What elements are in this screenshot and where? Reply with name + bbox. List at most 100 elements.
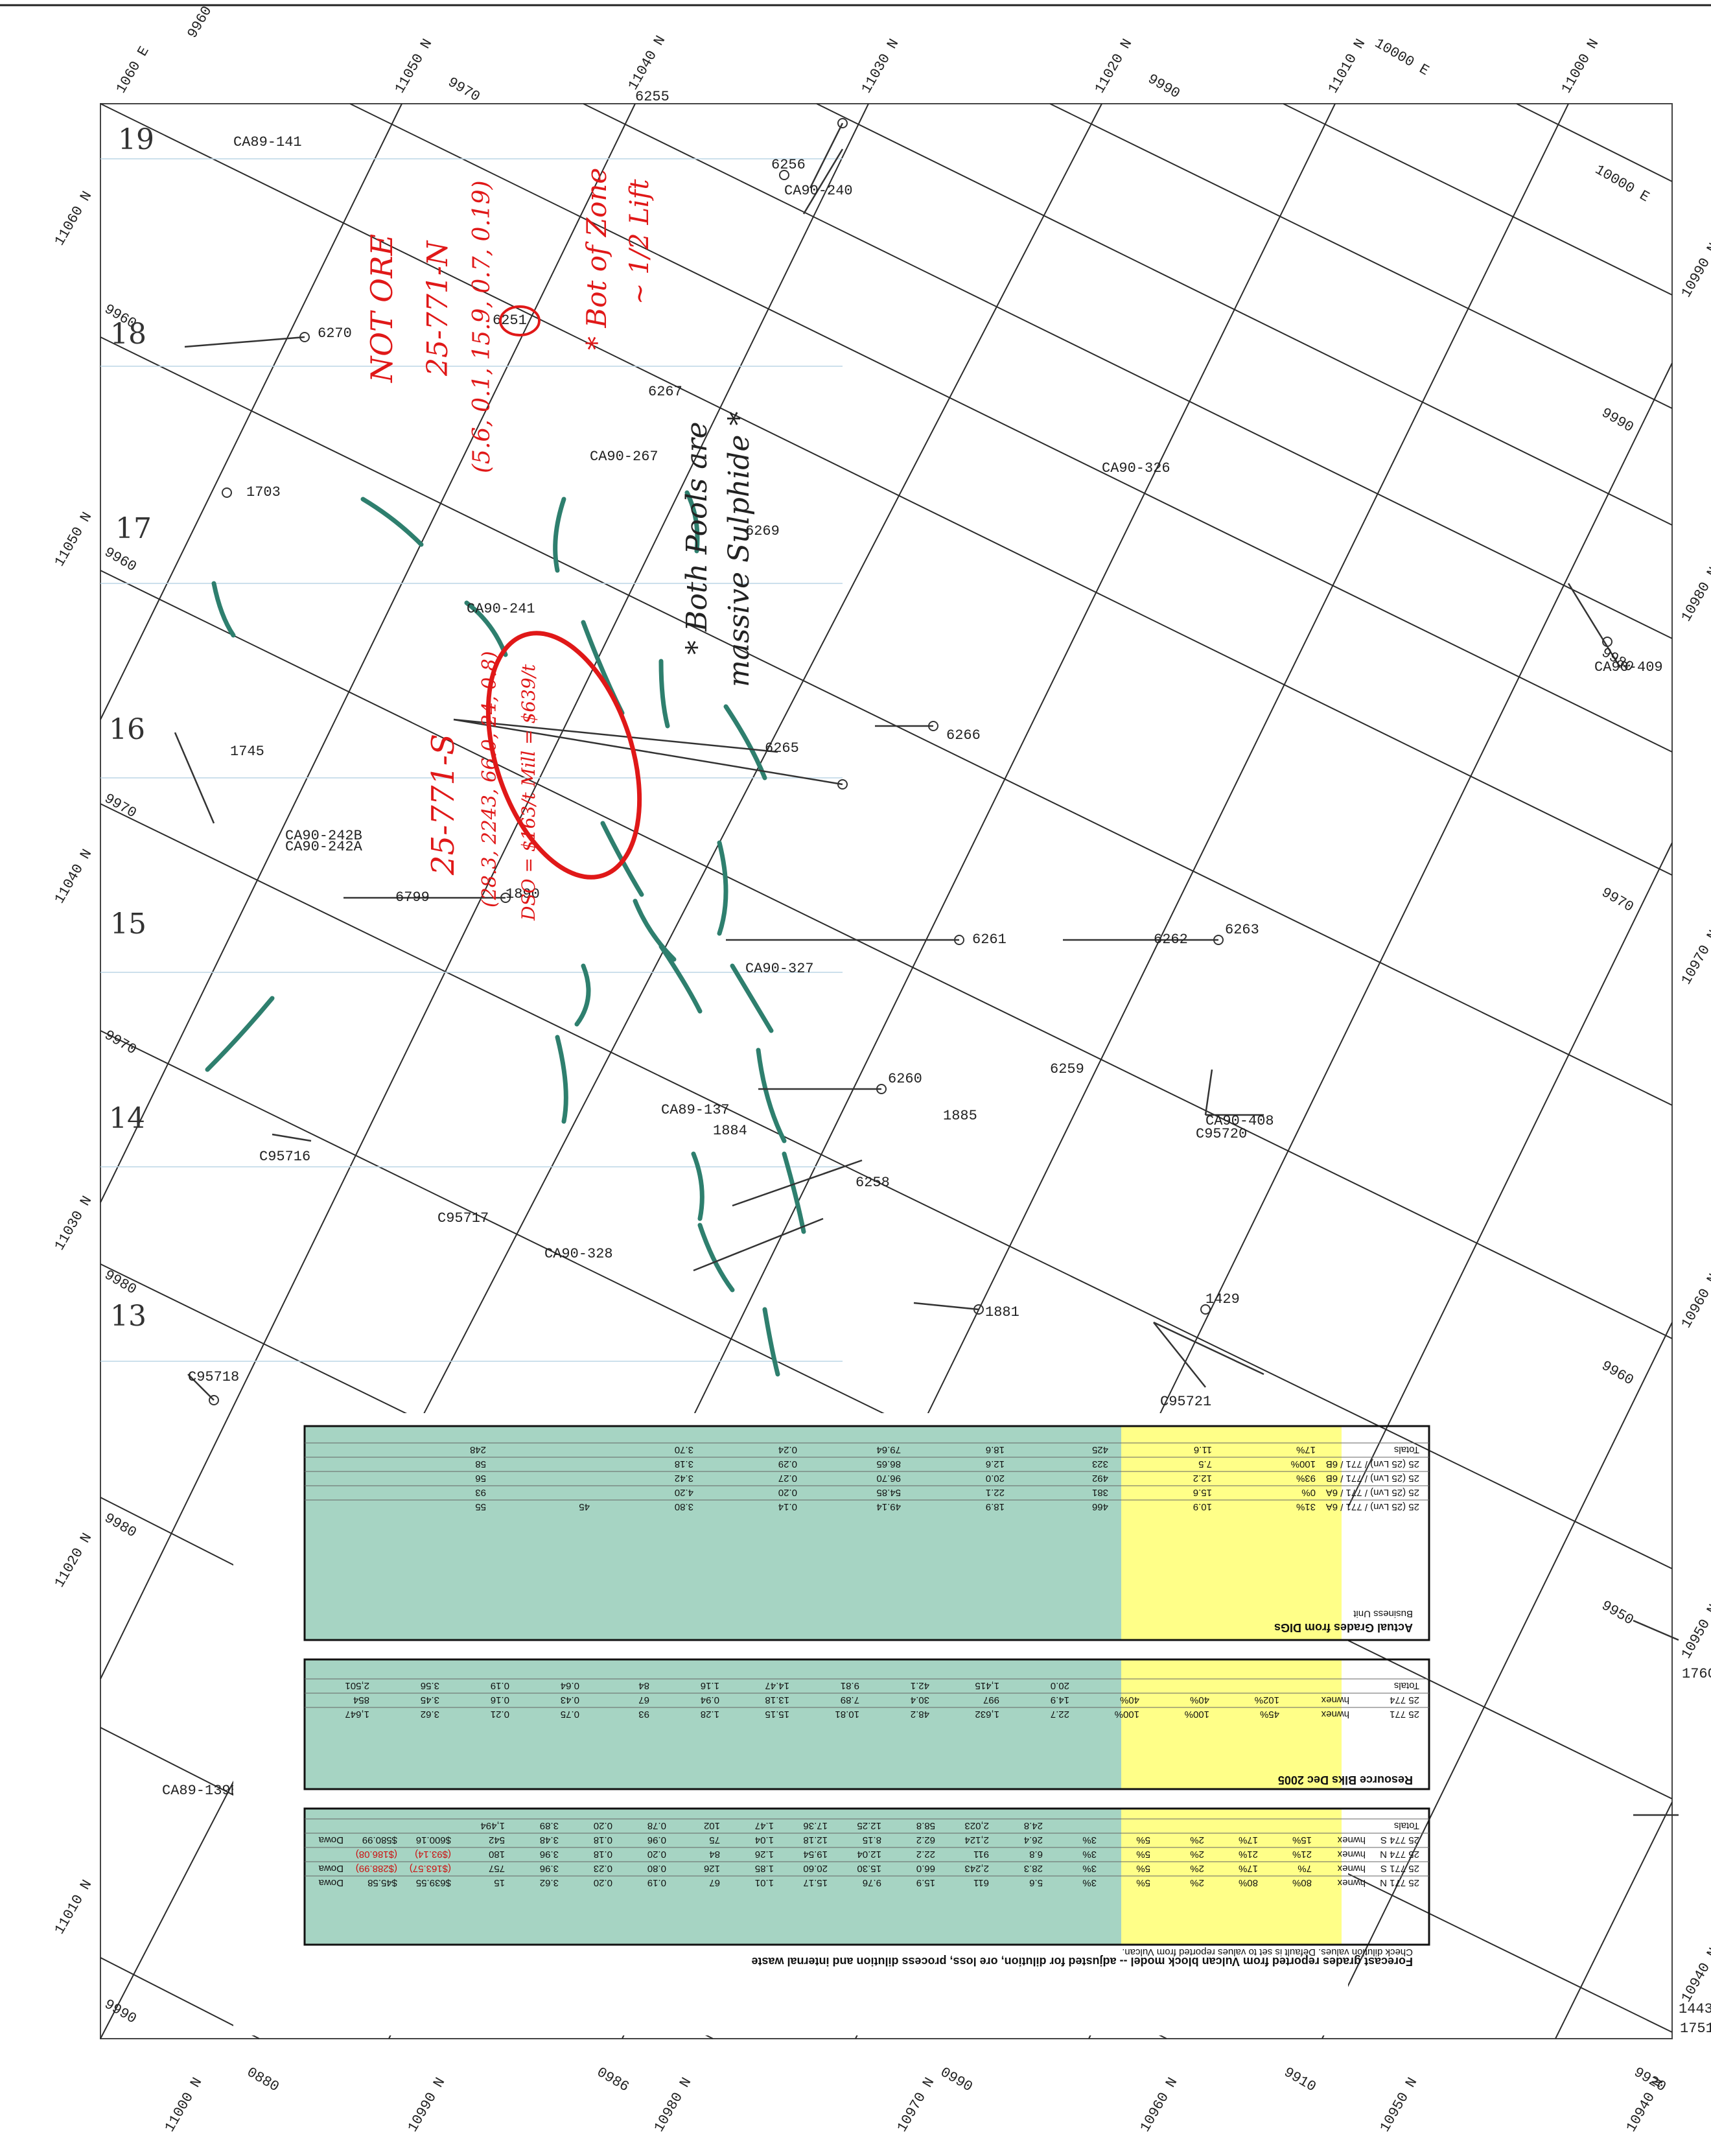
forecast-cell: 2,124 (964, 1834, 989, 1845)
forecast-cell: 0.18 (594, 1834, 612, 1845)
hole-label: CA90-326 (1102, 460, 1170, 476)
forecast-cell: ($163.57) (410, 1863, 451, 1874)
svg-text:NOT ORE: NOT ORE (364, 234, 399, 383)
svg-text:11050 N: 11050 N (391, 36, 436, 97)
svg-text:13: 13 (110, 1300, 146, 1333)
svg-text:14: 14 (109, 1102, 145, 1135)
actual-cell: 0.20 (778, 1487, 797, 1498)
svg-text:11060 N: 11060 N (51, 189, 95, 249)
actual-cell: 10.9 (1193, 1501, 1212, 1512)
forecast-rows: 25 771 N hwnex 80% 80% 2% 5% 3% 5.6 611 15.9 9.76 1… (305, 1818, 1429, 1888)
forecast-cell: 0.20 (594, 1877, 612, 1888)
resource-cell: 2,501 (345, 1680, 369, 1691)
forecast-cell: 0.78 (647, 1820, 666, 1831)
svg-text:DSO = $163/t Mill = $639/t: DSO = $163/t Mill = $639/t (518, 664, 539, 921)
svg-text:9970: 9970 (102, 790, 139, 821)
actual-cell: 248 (470, 1444, 486, 1455)
svg-text:17: 17 (115, 512, 152, 545)
resource-cell: 100% (1115, 1709, 1139, 1720)
forecast-cell: 15% (1292, 1834, 1312, 1845)
svg-text:11040 N: 11040 N (625, 33, 669, 93)
forecast-cell: 84 (709, 1849, 720, 1860)
hole-label: CA90-327 (745, 961, 814, 977)
hole-label: 6261 (972, 932, 1007, 948)
resource-cell: 3.45 (421, 1694, 439, 1705)
resource-cell: 40% (1190, 1694, 1209, 1705)
actual-cell: 3.42 (675, 1473, 693, 1484)
svg-text:11010 N: 11010 N (1325, 36, 1369, 97)
section-guides (100, 158, 843, 1362)
svg-text:10000 E: 10000 E (1372, 35, 1432, 79)
actual-cell: 100% (1291, 1459, 1316, 1470)
svg-text:9910: 9910 (1281, 2064, 1319, 2095)
svg-text:0990: 0990 (938, 2064, 975, 2095)
forecast-cell: 757 (489, 1863, 505, 1874)
svg-text:11020 N: 11020 N (51, 1530, 95, 1591)
resource-cell: 100% (1185, 1709, 1209, 1720)
resource-cell: 1,415 (975, 1680, 999, 1691)
forecast-cell: 911 (973, 1849, 989, 1860)
resource-title: Resource Blks Dec 2005 (1278, 1774, 1413, 1787)
actual-cell: 31% (1296, 1501, 1316, 1512)
hole-label: 6262 (1154, 932, 1188, 948)
section-numbers: 19 18 17 16 15 14 13 (109, 123, 154, 1333)
actual-cell: 49.14 (876, 1501, 901, 1512)
resource-cell: 3.62 (421, 1709, 439, 1720)
forecast-cell: 20.60 (803, 1863, 828, 1874)
forecast-cell: Dowa (318, 1877, 343, 1888)
forecast-cell: 1.01 (755, 1877, 774, 1888)
actual-cell: 466 (1092, 1501, 1108, 1512)
hole-label: 1884 (713, 1123, 747, 1139)
actual-cell: 79.64 (876, 1444, 901, 1455)
hole-label: 6263 (1225, 922, 1259, 938)
forecast-cell: hwnex (1337, 1834, 1366, 1845)
forecast-cell: 5% (1136, 1849, 1150, 1860)
forecast-cell: hwnex (1337, 1877, 1366, 1888)
svg-text:* Both Pools are: * Both Pools are (681, 421, 714, 655)
svg-text:(28.3, 2243, 66.0, 24, 0.8): (28.3, 2243, 66.0, 24, 0.8) (478, 651, 501, 908)
actual-cell: 93% (1296, 1473, 1316, 1484)
resource-cell: 997 (983, 1694, 999, 1705)
forecast-cell: 12.18 (803, 1834, 828, 1845)
svg-text:25-771-N: 25-771-N (421, 240, 454, 377)
hole-label: C95721 (1160, 1394, 1211, 1410)
forecast-cell: 17% (1239, 1863, 1258, 1874)
hole-label: 6251 (493, 312, 527, 329)
actual-cell: 0% (1301, 1487, 1316, 1498)
forecast-cell: 0.18 (594, 1849, 612, 1860)
resource-cell: Totals (1394, 1680, 1419, 1691)
svg-text:10970 N: 10970 N (1678, 928, 1711, 988)
actual-title: Actual Grades from DIGs (1274, 1621, 1413, 1634)
svg-text:11000 N: 11000 N (161, 2075, 205, 2135)
forecast-table (303, 1807, 1430, 1946)
actual-cell: Totals (1394, 1444, 1419, 1455)
resource-cell: 0.43 (561, 1694, 579, 1705)
svg-text:10950 N: 10950 N (1678, 1602, 1711, 1662)
forecast-cell: Dowa (318, 1834, 343, 1845)
hole-label: 6259 (1050, 1061, 1084, 1077)
svg-text:10990 N: 10990 N (1678, 240, 1711, 301)
resource-cell: 84 (638, 1680, 649, 1691)
svg-text:9970: 9970 (1599, 884, 1636, 915)
actual-cell: 93 (475, 1487, 486, 1498)
forecast-cell: 12.25 (857, 1820, 881, 1831)
hole-label: CA90-328 (544, 1246, 613, 1262)
svg-text:10940 N: 10940 N (1678, 1945, 1711, 2006)
resource-cell: 15.15 (765, 1709, 789, 1720)
forecast-cell: 611 (973, 1877, 989, 1888)
forecast-cell: ($186.08) (356, 1849, 397, 1860)
forecast-cell: 3% (1082, 1863, 1097, 1874)
forecast-cell: 15.9 (916, 1877, 935, 1888)
forecast-cell: 24.8 (1024, 1820, 1043, 1831)
forecast-cell: 2% (1190, 1834, 1204, 1845)
hole-label: C95720 (1196, 1126, 1247, 1142)
map-frame (100, 103, 1673, 2039)
svg-text:9950: 9950 (1599, 1597, 1636, 1628)
hole-label: 6267 (648, 384, 682, 400)
svg-text:11030 N: 11030 N (51, 1193, 95, 1254)
forecast-cell: 25 774 S (1380, 1834, 1419, 1845)
hole-label: CA90-267 (590, 449, 658, 465)
svg-text:16: 16 (109, 713, 145, 746)
forecast-cell: 8.15 (863, 1834, 881, 1845)
forecast-cell: 17.36 (803, 1820, 828, 1831)
